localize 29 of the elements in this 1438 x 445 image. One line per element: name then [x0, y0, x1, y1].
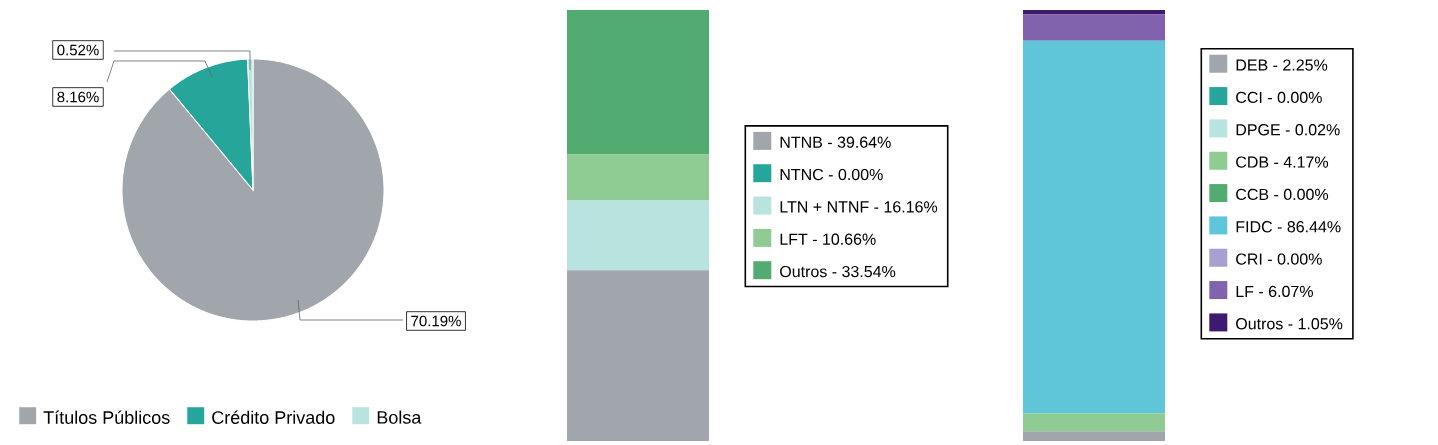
legend-label: Bolsa: [377, 410, 422, 424]
legend-label: DEB - 2.25%: [1236, 59, 1328, 71]
legend-label: CRI - 0.00%: [1236, 253, 1322, 265]
bar: [567, 154, 710, 201]
bar: [1023, 40, 1166, 414]
legend-label: LTN + NTNF - 16.16%: [780, 201, 938, 213]
bar: [1023, 431, 1166, 441]
legend-label: CCB - 0.00%: [1236, 188, 1329, 201]
data-label: 8.16%: [57, 91, 99, 103]
legend-label: LF - 6.07%: [1236, 285, 1313, 298]
legend-label: CDB - 4.17%: [1236, 156, 1329, 168]
legend-label: CCI - 0.00%: [1236, 91, 1322, 104]
bar: [567, 10, 710, 155]
data-label: 0.52%: [57, 44, 99, 56]
bar: [567, 200, 710, 271]
legend-label: FIDC - 86.44%: [1236, 221, 1341, 233]
legend-label: Títulos Públicos: [43, 410, 170, 424]
legend-label: Outros - 1.05%: [1236, 318, 1343, 330]
legend-label: LFT - 10.66%: [780, 233, 876, 245]
bar: [1023, 14, 1166, 41]
data-label: 70.19%: [411, 315, 461, 327]
legend-label: NTNB - 39.64%: [780, 136, 891, 148]
bar: [567, 270, 710, 441]
legend-label: Crédito Privado: [212, 410, 335, 424]
bar: [1023, 413, 1166, 432]
legend-label: DPGE - 0.02%: [1236, 124, 1340, 136]
bar: [1023, 10, 1166, 15]
legend-label: NTNC - 0.00%: [780, 168, 883, 181]
legend-label: Outros - 33.54%: [780, 265, 896, 278]
